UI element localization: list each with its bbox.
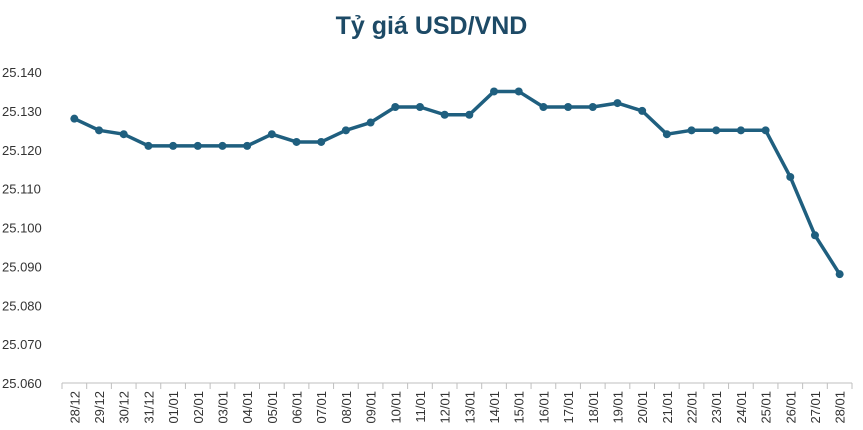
data-point [662,130,671,139]
data-point [218,141,227,150]
x-tick-label: 29/12 [92,391,107,424]
x-axis-labels: 28/12 29/12 30/12 31/12 01/01 02/01 03/01 04/01… [67,391,847,424]
x-tick-label: 14/01 [487,391,502,424]
data-point [267,130,276,139]
data-point [366,118,375,127]
data-point [465,110,474,119]
x-tick-label: 02/01 [191,391,206,424]
x-tick-label: 22/01 [685,391,700,424]
data-point [317,137,326,146]
y-tick-label: 25.130 [2,104,42,119]
data-point [341,126,350,135]
x-tick-label: 28/12 [67,391,82,424]
x-tick-label: 30/12 [117,391,132,424]
x-tick-label: 12/01 [438,391,453,424]
data-point [613,99,622,108]
x-tick-label: 01/01 [166,391,181,424]
x-tick-label: 07/01 [314,391,329,424]
data-point [638,106,647,115]
x-tick-label: 18/01 [586,391,601,424]
data-point [95,126,104,135]
x-tick-label: 03/01 [215,391,230,424]
data-point [835,270,844,279]
x-tick-label: 05/01 [265,391,280,424]
data-point [243,141,252,150]
data-point [144,141,153,150]
y-tick-label: 25.100 [2,221,42,236]
x-tick-label: 19/01 [610,391,625,424]
x-axis-ticks [61,383,853,389]
data-point [564,102,573,111]
series-line [73,89,842,276]
data-point [415,102,424,111]
y-tick-label: 25.080 [2,298,42,313]
series-markers [70,87,844,279]
x-tick-label: 16/01 [536,391,551,424]
y-tick-label: 25.120 [2,143,42,158]
x-tick-label: 28/01 [833,391,848,424]
x-tick-label: 23/01 [709,391,724,424]
data-point [687,126,696,135]
x-tick-label: 04/01 [240,391,255,424]
y-tick-label: 25.070 [2,337,42,352]
y-tick-label: 25.110 [2,182,41,197]
x-tick-label: 17/01 [561,391,576,424]
data-point [119,130,128,139]
x-tick-label: 06/01 [290,391,305,424]
x-tick-label: 13/01 [462,391,477,424]
x-tick-label: 10/01 [388,391,403,424]
data-point [514,87,523,96]
data-point [193,141,202,150]
data-point [292,137,301,146]
x-tick-label: 27/01 [808,391,823,424]
data-point [169,141,178,150]
x-tick-label: 31/12 [141,391,156,424]
data-point [440,110,449,119]
y-tick-label: 25.060 [2,376,42,391]
x-tick-label: 09/01 [364,391,379,424]
data-point [588,102,597,111]
x-tick-label: 21/01 [660,391,675,424]
y-tick-label: 25.090 [2,259,42,274]
x-tick-label: 11/01 [413,391,428,423]
x-tick-label: 15/01 [512,391,527,424]
data-point [490,87,499,96]
data-point [736,126,745,135]
x-tick-label: 20/01 [635,391,650,424]
data-point [786,172,795,181]
data-point [70,114,79,123]
data-point [391,102,400,111]
y-axis-ticks: 25.060 25.070 25.080 25.090 25.100 25.110 25.1… [2,65,42,391]
data-point [761,126,770,135]
x-tick-label: 08/01 [339,391,354,424]
x-tick-label: 24/01 [734,391,749,424]
x-tick-label: 26/01 [783,391,798,424]
chart-title: Tỷ giá USD/VND [335,12,528,40]
y-tick-label: 25.140 [2,65,42,80]
data-point [539,102,548,111]
data-point [712,126,721,135]
data-point [810,231,819,240]
x-tick-label: 25/01 [759,391,774,424]
